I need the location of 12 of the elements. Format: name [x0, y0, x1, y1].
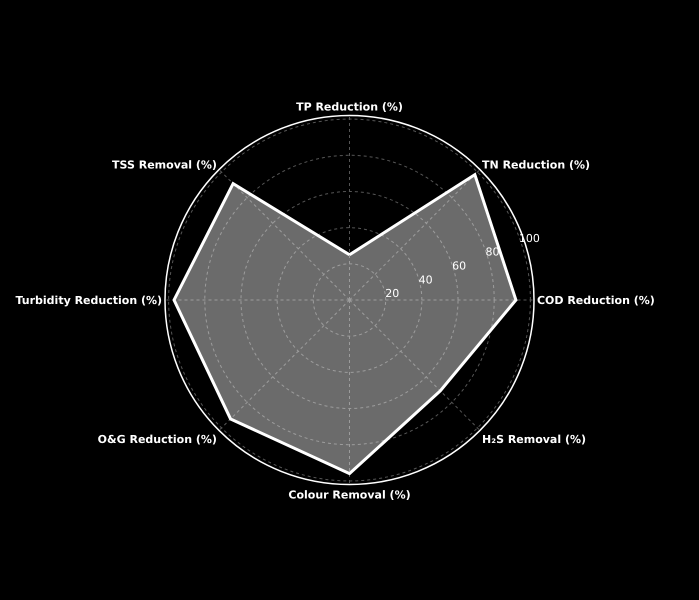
spoke-label: Colour Removal (%): [288, 488, 411, 502]
spoke-label: Turbidity Reduction (%): [15, 294, 162, 307]
spoke-label: O&G Reduction (%): [98, 433, 217, 446]
spoke-label: COD Reduction (%): [536, 294, 655, 307]
y-tick-label: 20: [385, 287, 400, 300]
y-tick-label: 80: [485, 246, 500, 259]
y-tick-label: 40: [418, 273, 433, 286]
spoke-label: H₂S Removal (%): [482, 433, 586, 446]
spoke-label: TSS Removal (%): [112, 158, 217, 172]
y-tick-label: 60: [452, 260, 466, 273]
spoke-label: TN Reduction (%): [482, 158, 590, 172]
spoke-label: TP Reduction (%): [296, 100, 403, 114]
